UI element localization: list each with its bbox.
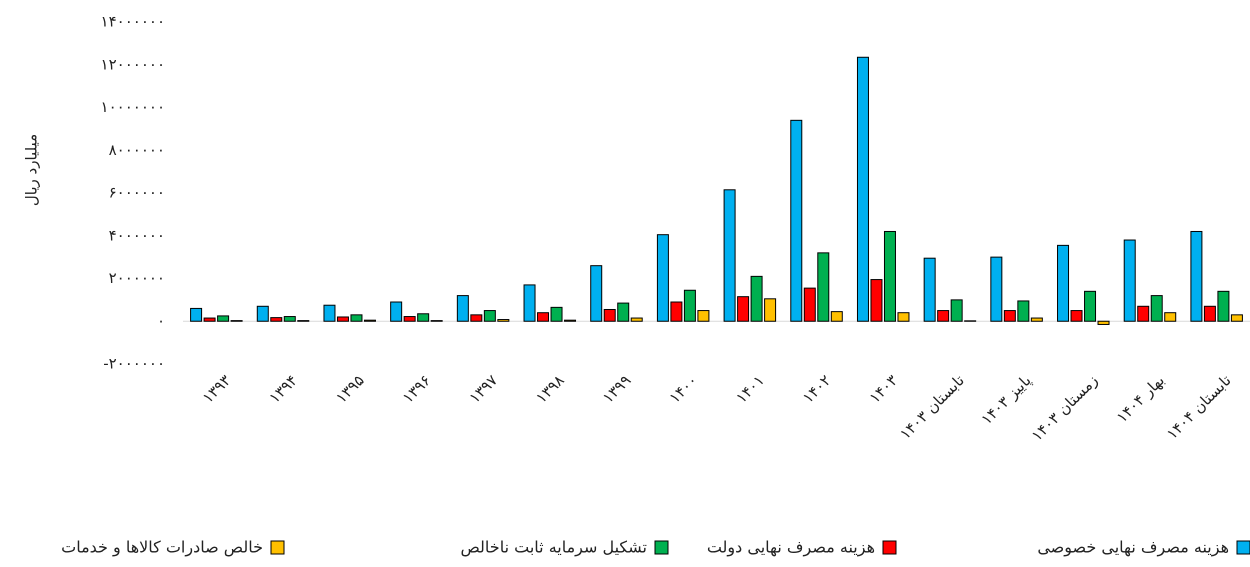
legend-label: هزینه مصرف نهایی خصوصی — [1037, 538, 1229, 558]
x-tick-label: ۱۳۹۵ — [332, 371, 368, 407]
x-tick-label: ۱۴۰۱ — [732, 371, 768, 407]
bar — [656, 234, 669, 322]
x-tick-label: تابستان ۱۴۰۳ — [896, 371, 968, 443]
x-tick-label: ۱۳۹۹ — [599, 371, 635, 407]
bar — [817, 252, 830, 322]
bar — [697, 310, 710, 322]
bar — [283, 316, 296, 322]
y-tick-label: ۶۰۰۰۰۰۰ — [109, 184, 165, 202]
legend-swatch — [654, 540, 669, 555]
legend-label: تشکیل سرمایه ثابت ناخالص — [460, 538, 647, 558]
bar — [856, 56, 869, 322]
bar — [350, 314, 363, 322]
bar — [323, 304, 336, 322]
y-tick-label: ۱۰۰۰۰۰۰۰ — [101, 98, 165, 116]
x-tick-label: ۱۳۹۴ — [266, 371, 302, 407]
bar — [883, 230, 896, 322]
bar — [897, 312, 910, 322]
bar — [537, 312, 550, 322]
y-tick-label: -۲۰۰۰۰۰۰ — [103, 355, 165, 373]
bar — [1097, 320, 1110, 325]
bar — [683, 289, 696, 322]
bar — [617, 302, 630, 322]
bar — [564, 319, 577, 322]
bar — [363, 319, 376, 322]
bar — [256, 305, 269, 322]
bar — [217, 315, 230, 322]
bar — [870, 279, 883, 322]
legend-swatch — [882, 540, 897, 555]
bar — [630, 317, 643, 322]
x-tick-label: زمستان ۱۴۰۳ — [1028, 371, 1101, 444]
bar — [1190, 230, 1203, 322]
x-tick-label: تابستان ۱۴۰۴ — [1163, 371, 1235, 443]
bar — [456, 295, 469, 322]
bar — [1137, 305, 1150, 322]
y-tick-label: ۱۴۰۰۰۰۰۰ — [101, 13, 165, 31]
bar — [803, 287, 816, 322]
x-tick-label: ۱۳۹۳ — [199, 371, 235, 407]
bar — [1003, 310, 1016, 322]
bar — [403, 316, 416, 322]
bar — [230, 320, 243, 322]
bar — [1150, 295, 1163, 322]
bar — [190, 307, 203, 322]
bar — [990, 256, 1003, 322]
bar — [764, 298, 777, 322]
bar — [790, 119, 803, 322]
bar — [430, 320, 443, 322]
bar — [937, 310, 950, 322]
legend: هزینه مصرف نهایی خصوصی هزینه مصرف نهایی د… — [61, 538, 1250, 558]
bar — [1123, 239, 1136, 322]
y-tick-label: ۰ — [157, 312, 165, 330]
bar — [1057, 244, 1070, 322]
bar — [1230, 314, 1243, 322]
x-tick-label: ۱۳۹۶ — [399, 371, 435, 407]
x-tick-label: پاییز ۱۴۰۳ — [978, 371, 1036, 429]
x-tick-label: ۱۳۹۷ — [466, 371, 502, 407]
bar — [550, 306, 563, 322]
y-tick-label: ۲۰۰۰۰۰۰ — [109, 269, 165, 287]
bar — [1084, 290, 1097, 322]
bar — [950, 299, 963, 322]
y-tick-label: ۸۰۰۰۰۰۰ — [109, 141, 165, 159]
bar — [523, 284, 536, 322]
bar — [390, 301, 403, 322]
bar — [497, 319, 510, 322]
bar — [670, 301, 683, 322]
bar — [1164, 312, 1177, 322]
y-tick-label: ۱۲۰۰۰۰۰۰ — [101, 55, 165, 73]
legend-swatch — [1236, 540, 1250, 555]
bar — [470, 314, 483, 322]
bar — [603, 308, 616, 322]
x-tick-label: بهار ۱۴۰۴ — [1113, 371, 1168, 426]
x-tick-label: ۱۴۰۳ — [866, 371, 902, 407]
bar — [830, 311, 843, 322]
legend-label: خالص صادرات کالاها و خدمات — [61, 538, 263, 558]
bar — [923, 257, 936, 322]
x-tick-label: ۱۴۰۰ — [666, 371, 702, 407]
legend-swatch — [270, 540, 285, 555]
bar — [737, 296, 750, 322]
x-tick-label: ۱۴۰۲ — [799, 371, 835, 407]
bar — [270, 317, 283, 322]
bar — [1203, 305, 1216, 322]
bar — [483, 310, 496, 322]
bar — [203, 317, 216, 322]
bar — [750, 275, 763, 322]
bar — [1070, 310, 1083, 322]
bar — [336, 316, 349, 322]
bar — [297, 320, 310, 322]
bar — [1030, 317, 1043, 322]
legend-label: هزینه مصرف نهایی دولت — [707, 538, 875, 558]
bar — [590, 265, 603, 322]
bar — [723, 189, 736, 322]
x-tick-label: ۱۳۹۸ — [532, 371, 568, 407]
y-tick-label: ۴۰۰۰۰۰۰ — [109, 226, 165, 244]
bar — [1217, 290, 1230, 322]
bar — [417, 313, 430, 322]
bar — [1017, 300, 1030, 322]
y-axis-label: میلیارد ریال — [23, 134, 41, 206]
